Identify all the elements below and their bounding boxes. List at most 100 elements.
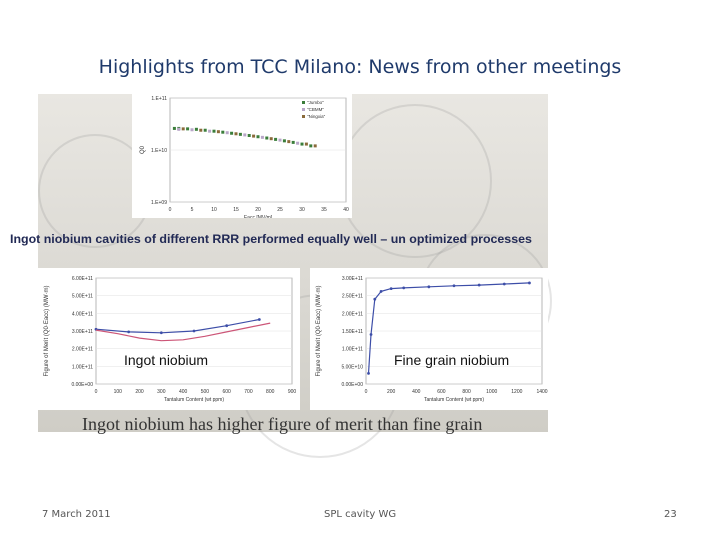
q0-vs-eacc-svg: 1.E+11 1.E+10 1.E+090 5 10 15 20 25 30 35 40 Eacc [… bbox=[140, 96, 349, 218]
footer-date: 7 March 2011 bbox=[42, 509, 111, 520]
x-tick-label: 800 bbox=[462, 389, 471, 395]
data-point bbox=[287, 140, 291, 144]
x-tick-label: 0 bbox=[365, 389, 368, 395]
y-tick-label: 0.00E+00 bbox=[71, 382, 93, 388]
x-tick-label: 1200 bbox=[511, 389, 522, 395]
data-point bbox=[269, 137, 273, 141]
x-tick-label: 700 bbox=[244, 389, 253, 395]
data-point bbox=[194, 127, 198, 131]
x-tick-label: 10 bbox=[211, 207, 217, 213]
x-axis-label: Tantalum Content (wt ppm) bbox=[424, 397, 484, 403]
data-point bbox=[221, 130, 225, 134]
data-point bbox=[199, 128, 203, 132]
ingot-statement: Ingot niobium cavities of different RRR … bbox=[10, 232, 532, 246]
x-tick-label: 0 bbox=[95, 389, 98, 395]
x-tick-label: 5 bbox=[191, 207, 194, 213]
data-point bbox=[379, 290, 383, 293]
legend-entry: "CBMM" bbox=[307, 107, 324, 112]
data-point bbox=[502, 282, 506, 286]
y-tick-label: 4.00E+11 bbox=[72, 311, 93, 317]
data-point bbox=[282, 139, 286, 143]
y-axis-label: Figure of Merit (Q0·Eacc) (MW·m) bbox=[44, 285, 50, 376]
x-tick-label: 40 bbox=[343, 207, 349, 213]
data-point bbox=[203, 128, 207, 132]
legend-entry: "Jumbo" bbox=[307, 100, 324, 105]
y-tick-label: 1.00E+11 bbox=[342, 347, 363, 353]
legend-swatch bbox=[302, 108, 305, 111]
data-point bbox=[313, 144, 317, 148]
y-tick-label: 2.00E+11 bbox=[72, 347, 93, 353]
x-tick-label: 900 bbox=[288, 389, 297, 395]
x-tick-label: 200 bbox=[387, 389, 396, 395]
x-axis-label: Eacc [MV/m] bbox=[244, 215, 273, 218]
data-point bbox=[296, 141, 300, 145]
y-tick-label: 3.00E+11 bbox=[72, 329, 93, 335]
y-tick-label: 1.E+11 bbox=[151, 96, 167, 102]
y-tick-label: 5.00E+10 bbox=[341, 364, 363, 370]
data-point bbox=[402, 286, 406, 290]
series-line bbox=[95, 318, 260, 334]
y-tick-label: 1.E+09 bbox=[151, 200, 167, 206]
data-point bbox=[127, 330, 131, 334]
series-line bbox=[95, 322, 271, 342]
data-point bbox=[172, 126, 176, 130]
x-tick-label: 800 bbox=[266, 389, 275, 395]
footer-center: SPL cavity WG bbox=[324, 509, 397, 520]
y-tick-label: 2.00E+11 bbox=[342, 311, 363, 317]
chart-annotation: Ingot niobium bbox=[124, 352, 208, 368]
data-point bbox=[452, 284, 456, 288]
y-tick-label: 3.00E+11 bbox=[342, 276, 363, 282]
x-tick-label: 0 bbox=[169, 207, 172, 213]
slide-title: Highlights from TCC Milano: News from ot… bbox=[98, 56, 622, 78]
y-tick-label: 5.00E+11 bbox=[72, 294, 93, 300]
data-point bbox=[369, 333, 373, 336]
fine-grain-merit-svg: 0.00E+00 5.00E+10 1.00E+11 1.50E+11 2.00E+11… bbox=[316, 276, 548, 403]
x-tick-label: 600 bbox=[437, 389, 446, 395]
data-point bbox=[373, 297, 377, 301]
data-point bbox=[257, 318, 261, 321]
chart-annotation: Fine grain niobium bbox=[394, 352, 509, 368]
data-point bbox=[208, 129, 212, 133]
data-point bbox=[265, 136, 269, 140]
data-point bbox=[225, 324, 229, 328]
y-tick-label: 1.50E+11 bbox=[342, 329, 363, 335]
y-tick-label: 1.00E+11 bbox=[72, 364, 93, 370]
x-tick-label: 20 bbox=[255, 207, 261, 213]
data-point bbox=[528, 281, 531, 285]
data-point bbox=[230, 131, 234, 135]
legend-swatch bbox=[302, 101, 305, 104]
data-point bbox=[181, 127, 185, 131]
footer-page: 23 bbox=[664, 509, 677, 520]
x-tick-label: 35 bbox=[321, 207, 327, 213]
data-point bbox=[291, 140, 295, 144]
data-point bbox=[225, 131, 229, 135]
y-axis-label: Figure of Merit (Q0·Eacc) (MW·m) bbox=[316, 285, 322, 376]
fine-grain-merit-chart: 0.00E+00 5.00E+10 1.00E+11 1.50E+11 2.00E+11… bbox=[310, 268, 548, 410]
data-point bbox=[389, 287, 393, 290]
data-point bbox=[367, 372, 370, 375]
y-tick-label: 6.00E+11 bbox=[72, 276, 93, 282]
y-axis-label: Q0 bbox=[140, 145, 146, 154]
data-point bbox=[309, 144, 313, 148]
x-tick-label: 400 bbox=[179, 389, 188, 395]
figure-caption: Ingot niobium has higher figure of merit… bbox=[82, 414, 483, 434]
data-point bbox=[274, 137, 278, 141]
x-tick-label: 500 bbox=[201, 389, 210, 395]
y-tick-label: 2.50E+11 bbox=[342, 294, 363, 300]
x-tick-label: 1000 bbox=[486, 389, 497, 395]
data-point bbox=[216, 130, 220, 134]
x-tick-label: 1400 bbox=[536, 389, 547, 395]
data-point bbox=[304, 142, 308, 146]
data-point bbox=[260, 135, 264, 139]
y-tick-label: 1.E+10 bbox=[151, 148, 167, 154]
data-point bbox=[252, 134, 256, 138]
data-point bbox=[247, 134, 251, 138]
x-tick-label: 15 bbox=[233, 207, 239, 213]
legend-entry: "Ningxia" bbox=[307, 114, 326, 119]
q0-vs-eacc-chart: 1.E+11 1.E+10 1.E+09 0 5 10 15 20 25 30 35 40 Eacc [… bbox=[132, 94, 352, 218]
data-point bbox=[300, 142, 304, 146]
data-point bbox=[234, 132, 238, 136]
x-tick-label: 25 bbox=[277, 207, 283, 213]
data-point bbox=[190, 128, 194, 132]
x-tick-label: 300 bbox=[157, 389, 166, 395]
